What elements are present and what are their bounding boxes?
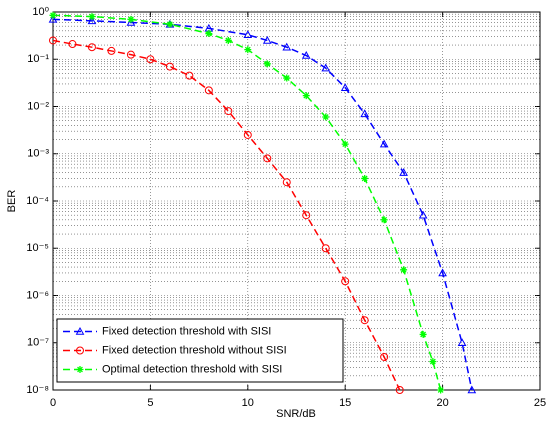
legend: Fixed detection threshold with SISI Fixed…: [56, 318, 344, 383]
marker: [429, 358, 437, 366]
marker: [49, 11, 57, 19]
series-line: [52, 39, 401, 391]
legend-box: [56, 318, 344, 383]
marker: [380, 216, 388, 224]
x-tick-label: 15: [339, 397, 351, 409]
marker: [380, 352, 389, 361]
marker: [321, 63, 331, 72]
marker: [75, 326, 85, 335]
marker: [457, 338, 467, 347]
marker: [361, 174, 369, 182]
marker: [88, 13, 96, 21]
marker: [68, 40, 77, 49]
marker: [107, 46, 116, 55]
y-tick-label: 10⁻⁶: [26, 289, 49, 301]
legend-label: Fixed detection threshold without SISI: [102, 344, 287, 356]
y-tick-label: 10⁻⁷: [27, 337, 49, 349]
marker: [243, 30, 253, 39]
y-tick-label: 10⁻⁸: [26, 384, 49, 396]
y-tick-label: 10⁻¹: [27, 53, 49, 65]
marker: [205, 30, 213, 38]
x-tick-label: 10: [242, 397, 254, 409]
x-tick-label: 25: [534, 397, 546, 409]
marker: [419, 330, 427, 338]
series-line: [52, 14, 442, 391]
marker: [400, 266, 408, 274]
marker: [165, 62, 174, 71]
marker: [301, 50, 311, 59]
marker: [204, 86, 213, 95]
marker: [127, 15, 135, 23]
marker: [302, 92, 310, 100]
marker: [224, 36, 232, 44]
x-tick-label: 5: [147, 397, 153, 409]
marker: [418, 210, 428, 219]
marker: [282, 178, 291, 187]
y-tick-label: 10⁻³: [27, 148, 49, 160]
marker: [395, 386, 404, 394]
marker: [322, 113, 330, 121]
marker: [87, 43, 96, 52]
marker: [262, 35, 272, 44]
marker: [263, 154, 272, 163]
marker: [166, 20, 174, 28]
y-axis-label: BER: [6, 190, 18, 213]
marker: [49, 36, 57, 45]
marker: [48, 14, 58, 23]
marker: [76, 366, 84, 373]
marker: [76, 346, 84, 355]
marker: [282, 42, 292, 51]
y-tick-label: 10⁰: [32, 6, 49, 18]
y-tick-label: 10⁻⁴: [26, 195, 49, 207]
marker: [185, 71, 194, 80]
marker: [340, 83, 350, 91]
marker: [126, 50, 135, 59]
y-tick-label: 10⁻²: [27, 100, 49, 112]
marker: [438, 268, 447, 277]
marker: [244, 46, 252, 54]
marker: [437, 386, 445, 394]
marker: [341, 140, 349, 148]
x-axis-label: SNR/dB: [276, 408, 316, 420]
marker: [341, 277, 350, 286]
marker: [360, 316, 369, 325]
marker: [243, 130, 252, 139]
legend-label: Optimal detection threshold with SISI: [102, 363, 282, 375]
plot-frame: [52, 11, 541, 391]
marker: [126, 17, 136, 26]
marker: [87, 16, 97, 25]
legend-label: Fixed detection threshold with SISI: [102, 325, 271, 337]
x-tick-label: 0: [50, 397, 56, 409]
marker: [302, 211, 311, 220]
marker: [283, 74, 291, 82]
marker: [360, 109, 370, 118]
y-tick-label: 10⁻⁵: [26, 242, 49, 254]
marker: [379, 139, 389, 148]
marker: [224, 107, 233, 116]
marker: [467, 385, 477, 394]
marker: [399, 168, 408, 176]
x-tick-label: 20: [436, 397, 448, 409]
marker: [146, 55, 155, 64]
marker: [321, 244, 330, 253]
marker: [263, 60, 271, 68]
